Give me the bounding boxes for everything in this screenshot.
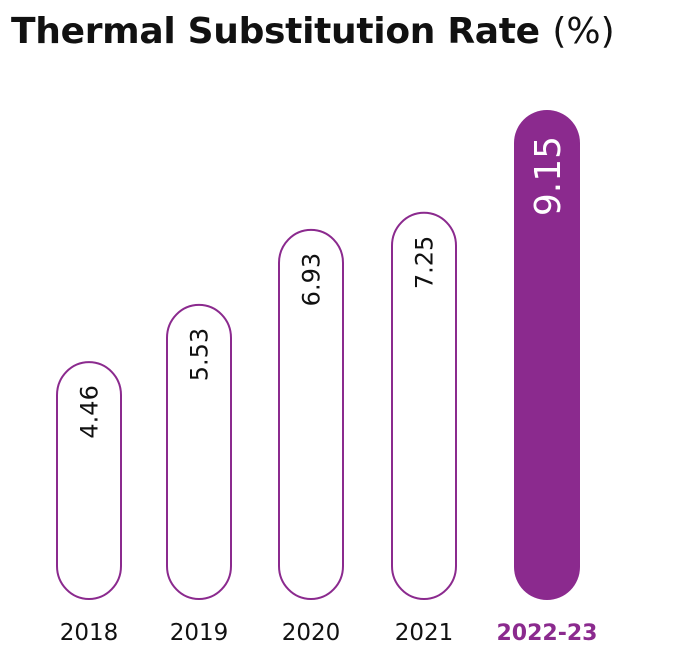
bar-2019 [166,303,232,600]
value-label-2018: 4.46 [76,385,104,438]
chart-title-unit: (%) [552,11,615,52]
bar-2021 [391,211,457,600]
chart-title-text: Thermal Substitution Rate [11,11,540,52]
category-label-2019: 2019 [170,620,229,646]
value-label-2021: 7.25 [411,236,439,289]
value-label-2022-23: 9.15 [528,136,569,216]
chart-title: Thermal Substitution Rate (%) [11,8,615,56]
value-label-2020: 6.93 [298,253,326,306]
category-label-2022-23: 2022-23 [497,621,598,646]
category-label-2020: 2020 [282,620,341,646]
value-label-2019: 5.53 [186,328,214,381]
bar-2018 [56,361,122,601]
category-label-2021: 2021 [395,620,454,646]
category-label-2018: 2018 [60,620,119,646]
bar-2020 [278,228,344,600]
bar-2022-23 [514,110,580,600]
